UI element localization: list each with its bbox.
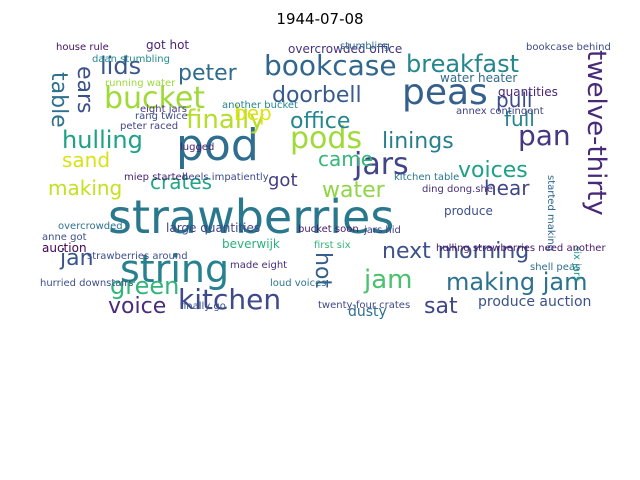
word-13: next morning xyxy=(382,239,529,264)
word-41: beverwijk xyxy=(222,237,280,251)
word-33: office xyxy=(290,109,350,134)
word-52: house rule xyxy=(56,42,109,53)
word-26: voice xyxy=(108,294,166,319)
word-59: anne got xyxy=(42,232,87,243)
word-67: started making xyxy=(545,175,556,251)
word-47: water heater xyxy=(440,71,517,85)
word-79: hurried downstairs xyxy=(40,278,134,289)
word-6: kitchen xyxy=(178,283,281,316)
word-20: linings xyxy=(382,129,454,154)
word-66: six jars xyxy=(571,246,582,281)
word-16: hulling xyxy=(62,126,143,154)
word-56: miep started xyxy=(124,172,188,183)
word-71: strawberries around xyxy=(87,251,188,262)
word-37: hot xyxy=(310,252,335,288)
word-5: bookcase xyxy=(264,49,397,82)
word-42: auction xyxy=(42,241,87,255)
word-55: another bucket xyxy=(222,100,298,111)
word-17: finally xyxy=(186,105,265,135)
word-2: string xyxy=(120,247,229,291)
word-11: twelve-thirty xyxy=(581,50,611,216)
word-78: ding dong.she xyxy=(422,184,493,195)
word-45: quantities xyxy=(498,85,558,99)
word-62: twenty-four crates xyxy=(318,300,410,311)
word-43: large quantities xyxy=(166,221,260,235)
word-9: breakfast xyxy=(406,50,519,78)
word-39: hear xyxy=(484,176,530,200)
word-74: running water xyxy=(105,78,176,89)
word-3: peas xyxy=(402,72,488,113)
word-70: rang twice xyxy=(135,111,188,122)
word-30: full xyxy=(504,107,535,131)
word-38: bep xyxy=(234,101,272,125)
word-76: shell peas xyxy=(530,262,580,273)
word-72: hulling strawberries need another xyxy=(436,243,606,254)
word-27: jan xyxy=(59,246,94,271)
word-57: heels impatiently xyxy=(182,172,269,183)
word-54: eight jars xyxy=(140,104,187,115)
word-58: overcrowded xyxy=(58,221,123,232)
word-19: peter xyxy=(178,61,238,86)
word-65: bucket soon xyxy=(298,224,359,235)
word-68: annex contingent xyxy=(456,106,544,117)
word-22: voices xyxy=(458,158,528,183)
word-44: dusty xyxy=(348,304,387,320)
word-1: pod xyxy=(176,120,259,171)
word-25: making xyxy=(48,176,122,200)
word-10: pan xyxy=(518,119,571,152)
word-8: pods xyxy=(290,121,362,156)
word-36: got xyxy=(268,170,298,191)
word-49: got hot xyxy=(146,38,189,52)
word-64: finally go xyxy=(180,301,226,312)
word-69: lugged xyxy=(180,142,214,153)
word-53: daan stumbling xyxy=(92,54,170,65)
word-14: making jam xyxy=(446,268,587,296)
word-40: produce auction xyxy=(478,294,591,310)
word-61: loud voices xyxy=(270,278,326,289)
word-34: came xyxy=(318,147,373,171)
word-12: jam xyxy=(363,265,412,295)
word-48: overcrowded office xyxy=(288,42,402,56)
word-31: table xyxy=(46,72,71,128)
word-18: lids xyxy=(100,52,141,80)
word-51: bookcase behind xyxy=(526,42,611,53)
word-77: jars hid xyxy=(363,225,401,236)
word-0: strawberries xyxy=(108,190,394,244)
word-63: first six xyxy=(314,240,351,251)
word-4: bucket xyxy=(104,81,205,116)
word-75: peter raced xyxy=(120,121,178,132)
word-73: kitchen table xyxy=(394,172,459,183)
word-24: crates xyxy=(150,170,212,194)
word-15: green xyxy=(110,272,179,300)
word-7: jars xyxy=(353,147,409,182)
word-50: stumbling xyxy=(340,41,390,52)
word-29: pull xyxy=(496,88,532,112)
word-60: made eight xyxy=(230,260,287,271)
word-21: doorbell xyxy=(272,83,362,108)
chart-title: 1944-07-08 xyxy=(276,10,364,28)
word-23: water xyxy=(322,178,386,203)
word-46: produce xyxy=(444,204,493,218)
word-35: sand xyxy=(62,148,110,172)
word-32: ears xyxy=(72,66,97,114)
word-28: sat xyxy=(424,294,458,319)
